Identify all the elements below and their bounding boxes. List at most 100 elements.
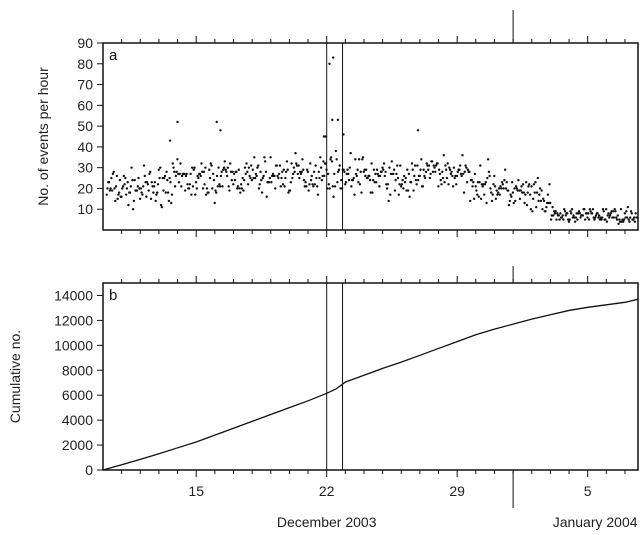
data-point <box>171 162 174 165</box>
data-point <box>287 191 290 194</box>
data-point <box>525 203 529 207</box>
data-point <box>570 212 573 215</box>
data-point <box>145 195 148 198</box>
data-point <box>523 201 526 205</box>
data-point <box>319 166 323 169</box>
data-point <box>154 199 157 203</box>
data-point <box>226 166 230 169</box>
data-point <box>278 164 282 167</box>
data-point <box>315 176 318 180</box>
data-point <box>522 191 526 194</box>
data-point <box>408 195 411 198</box>
data-point <box>526 191 529 194</box>
data-point <box>204 166 207 169</box>
data-point <box>356 168 359 171</box>
data-point <box>559 212 562 215</box>
data-point <box>285 160 289 163</box>
data-point <box>608 214 612 217</box>
data-point <box>237 168 240 171</box>
data-point <box>124 176 127 180</box>
y-tick-label: 10000 <box>54 337 93 353</box>
panel-a-events-per-hour: No. of events per hour 10 20 30 40 50 60 70 80 9… <box>35 10 639 237</box>
data-point <box>354 158 357 161</box>
data-point <box>386 183 390 186</box>
data-point <box>122 174 126 178</box>
data-point <box>254 172 258 176</box>
data-point <box>383 174 386 178</box>
data-point <box>256 166 259 169</box>
data-point <box>357 158 361 161</box>
data-point <box>623 212 626 215</box>
data-point <box>253 156 256 159</box>
data-point <box>225 170 228 174</box>
data-point <box>138 197 142 201</box>
data-point <box>503 178 506 182</box>
data-point <box>223 160 226 163</box>
data-point <box>618 218 621 221</box>
data-point <box>335 158 338 161</box>
y-tick-label: 6000 <box>62 387 93 403</box>
data-point <box>273 174 276 178</box>
data-point <box>612 216 616 219</box>
data-point <box>185 172 188 176</box>
data-point <box>259 170 262 174</box>
data-point <box>233 178 237 182</box>
data-point <box>430 160 434 163</box>
data-point <box>392 172 395 176</box>
data-point <box>551 205 554 209</box>
data-point <box>460 174 463 178</box>
data-point <box>628 220 631 223</box>
data-point <box>215 191 218 194</box>
data-point <box>132 199 136 203</box>
data-point <box>458 168 461 171</box>
data-point <box>300 170 303 174</box>
x-tick-label: 15 <box>188 483 204 499</box>
data-point <box>588 208 592 211</box>
data-point <box>238 187 241 190</box>
data-point <box>410 162 414 165</box>
data-point <box>190 193 193 196</box>
data-point <box>572 214 575 217</box>
data-point <box>455 183 458 186</box>
data-point <box>443 181 446 184</box>
data-point <box>112 170 115 174</box>
data-point <box>217 166 220 169</box>
data-point <box>439 178 442 182</box>
data-point <box>350 185 353 188</box>
data-point <box>228 189 231 192</box>
data-point <box>579 216 582 219</box>
data-point <box>184 174 188 178</box>
data-point <box>427 168 430 171</box>
data-point <box>331 118 334 122</box>
data-point <box>404 176 407 180</box>
data-point <box>397 193 400 196</box>
data-point <box>157 168 160 171</box>
data-point <box>440 183 443 186</box>
data-point <box>211 187 214 190</box>
data-point <box>362 170 366 174</box>
data-point <box>178 172 181 176</box>
data-point <box>531 210 534 213</box>
data-point <box>521 183 525 186</box>
y-tick-label: 20 <box>77 180 93 196</box>
y-tick-label: 2000 <box>62 437 93 453</box>
data-point <box>451 185 455 188</box>
y-axis-label-events-per-hour: No. of events per hour <box>35 67 51 206</box>
data-point <box>462 191 466 194</box>
data-point <box>351 178 355 182</box>
data-point <box>195 187 199 190</box>
data-point <box>328 187 331 190</box>
data-point <box>458 164 462 167</box>
data-point <box>209 162 213 165</box>
data-point <box>517 178 520 182</box>
data-point <box>596 212 599 215</box>
data-point <box>518 197 522 201</box>
data-point <box>135 189 139 192</box>
data-point <box>267 181 271 184</box>
data-point <box>260 178 263 182</box>
scatter-points-panel-a <box>105 56 638 225</box>
data-point <box>504 187 508 190</box>
data-point <box>375 168 379 171</box>
data-point <box>147 189 150 192</box>
data-point <box>126 181 129 184</box>
